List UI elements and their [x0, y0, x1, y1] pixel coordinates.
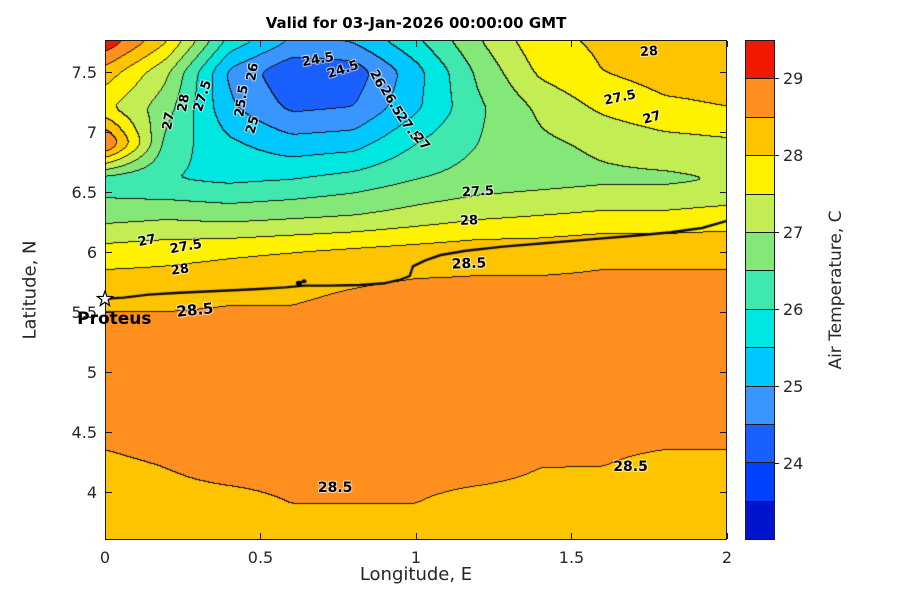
tick-mark [260, 533, 261, 539]
tick-mark [720, 251, 726, 253]
colorbar-tick-mark [775, 308, 779, 310]
tick-mark [106, 431, 112, 433]
contour-plot-canvas [105, 40, 727, 540]
colorbar-band [746, 500, 774, 540]
y-tick-label: 7.5 [71, 63, 97, 82]
contour-label: 28 [459, 212, 479, 229]
tick-mark [571, 41, 572, 47]
y-axis-label: Latitude, N [19, 240, 41, 340]
colorbar-band [746, 41, 774, 79]
tick-mark [720, 311, 726, 313]
tick-mark [415, 533, 417, 539]
y-tick-label: 4 [86, 483, 97, 502]
colorbar-band [746, 270, 774, 309]
contour-label: 28.5 [175, 298, 215, 321]
colorbar-band [746, 231, 774, 271]
tick-mark [106, 71, 112, 73]
x-tick-label: 1 [410, 548, 422, 567]
colorbar-tick-mark [775, 462, 779, 464]
tick-mark [571, 533, 572, 539]
colorbar-tick-label: 24 [783, 454, 804, 474]
y-tick-label: 5.5 [71, 303, 97, 322]
tick-mark [260, 41, 261, 47]
colorbar-tick-label: 25 [783, 377, 804, 397]
colorbar-band [746, 308, 774, 348]
contour-label: 28.5 [317, 480, 353, 497]
x-tick-label: 2 [721, 548, 733, 567]
contour-label: 26 [243, 61, 262, 83]
tick-mark [104, 41, 106, 47]
x-axis-label: Longitude, E [359, 564, 473, 585]
contour-label: 27 [159, 110, 178, 132]
tick-mark [720, 71, 726, 73]
colorbar-band [746, 385, 774, 424]
y-tick-label: 5 [86, 363, 97, 382]
contour-label: 28 [169, 261, 190, 279]
colorbar-tick-mark [775, 231, 779, 233]
tick-mark [106, 371, 112, 373]
contour-label: 28 [639, 43, 659, 60]
tick-mark [106, 491, 112, 493]
contour-label: 28.5 [451, 255, 487, 273]
colorbar-band [746, 116, 774, 156]
contour-label: 28.5 [613, 458, 648, 475]
colorbar-band [746, 78, 774, 117]
colorbar-tick-mark [775, 385, 779, 387]
colorbar-tick-mark [775, 154, 779, 156]
y-tick-label: 4.5 [71, 423, 97, 442]
tick-mark [726, 41, 728, 47]
colorbar-tick-mark [775, 77, 779, 79]
colorbar-band [746, 462, 774, 501]
tick-mark [720, 431, 726, 433]
y-tick-label: 6.5 [71, 183, 97, 202]
colorbar-tick-label: 27 [783, 223, 804, 243]
colorbar-tick-label: 26 [783, 300, 804, 320]
colorbar-band [746, 193, 774, 232]
tick-mark [726, 533, 728, 539]
colorbar-band [746, 347, 774, 386]
tick-mark [720, 491, 726, 493]
x-tick-label: 0.5 [247, 548, 274, 567]
colorbar-label: Air Temperature, C [826, 210, 846, 370]
tick-mark [720, 371, 726, 373]
tick-mark [106, 131, 112, 133]
tick-mark [106, 311, 112, 313]
colorbar-band [746, 423, 774, 463]
tick-mark [720, 131, 726, 133]
tick-mark [104, 533, 106, 539]
colorbar-band [746, 155, 774, 194]
tick-mark [720, 191, 726, 193]
x-tick-label: 1.5 [558, 548, 585, 567]
contour-plot-area: 28 24.5 24.5 26 25.5 25 26 26.5 27.5 27 27 28 27.5 27… [105, 40, 727, 540]
track-name-label: Proteus [77, 309, 152, 330]
tick-mark [415, 41, 417, 47]
contour-label: 27.5 [461, 183, 495, 201]
y-tick-label: 6 [86, 243, 97, 262]
y-tick-label: 7 [86, 123, 97, 142]
tick-mark [106, 191, 112, 193]
tick-mark [106, 251, 112, 253]
x-tick-label: 0 [99, 548, 111, 567]
colorbar [745, 40, 775, 540]
colorbar-tick-label: 29 [783, 69, 804, 89]
colorbar-tick-label: 28 [783, 146, 804, 166]
plot-title: Valid for 03-Jan-2026 00:00:00 GMT [265, 14, 567, 32]
